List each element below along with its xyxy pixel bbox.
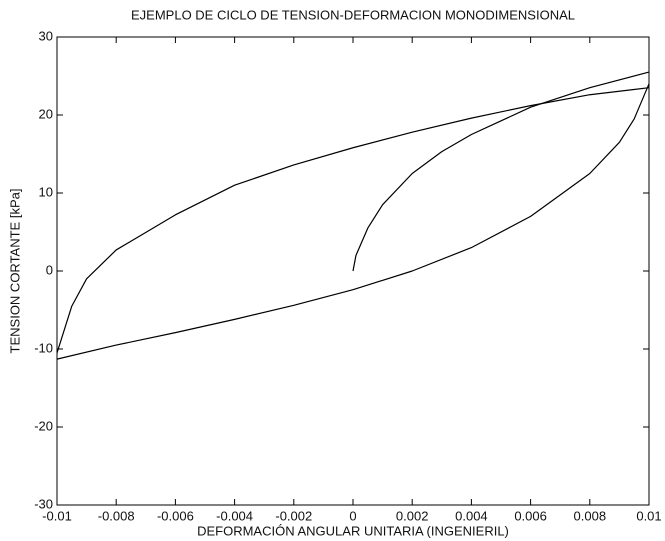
x-tick-label: 0.002 bbox=[396, 508, 429, 523]
x-tick-label: -0.008 bbox=[98, 508, 135, 523]
chart-title: EJEMPLO DE CICLO DE TENSION-DEFORMACION … bbox=[131, 7, 575, 22]
y-tick-label: -10 bbox=[34, 340, 53, 355]
x-tick-label: 0.008 bbox=[574, 508, 607, 523]
x-tick-label: -0.002 bbox=[275, 508, 312, 523]
x-tick-label: 0.004 bbox=[455, 508, 488, 523]
x-axis-label: DEFORMACIÓN ANGULAR UNITARIA (INGENIERIL… bbox=[197, 523, 509, 538]
curve bbox=[56, 87, 650, 354]
y-axis-label: TENSION CORTANTE [kPa] bbox=[7, 189, 22, 354]
x-tick-label: 0 bbox=[349, 508, 356, 523]
y-tick-label: 20 bbox=[39, 106, 53, 121]
x-tick-label: 0.006 bbox=[514, 508, 547, 523]
x-tick-label: -0.01 bbox=[42, 508, 72, 523]
y-tick-label: -20 bbox=[34, 418, 53, 433]
x-tick-label: -0.004 bbox=[216, 508, 253, 523]
y-tick-label: 0 bbox=[46, 262, 53, 277]
y-tick-label: 10 bbox=[39, 184, 53, 199]
y-tick-label: 30 bbox=[39, 28, 53, 43]
y-tick-label: -30 bbox=[34, 496, 53, 511]
x-tick-label: -0.006 bbox=[157, 508, 194, 523]
curve bbox=[352, 71, 650, 272]
x-tick-label: 0.01 bbox=[636, 508, 661, 523]
curve bbox=[56, 83, 650, 360]
